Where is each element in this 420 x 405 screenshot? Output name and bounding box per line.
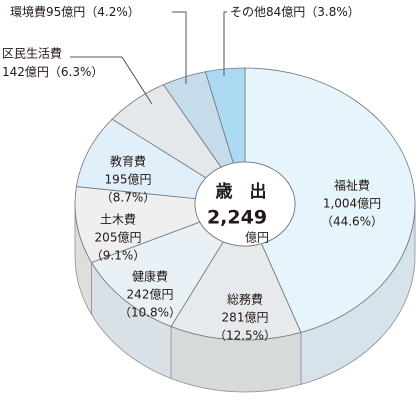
label-line: 242億円	[127, 288, 174, 302]
center-title: 歳 出	[216, 181, 267, 202]
leader-line	[172, 11, 187, 84]
label-part: 84億円	[266, 5, 305, 19]
label-part: （6.3%）	[49, 65, 104, 79]
label-line: （44.6%）	[321, 215, 383, 229]
leader-line	[70, 56, 153, 105]
slice-label: 区民生活費 142億円（6.3%）	[2, 46, 103, 79]
slice-label: 福祉費 1,004億円 （44.6%）	[321, 178, 383, 229]
label-part: （4.2%）	[85, 5, 140, 19]
label-line: （12.5%）	[214, 329, 276, 343]
label-line: 教育費	[110, 154, 146, 169]
slice-label: 環境費95億円（4.2%）	[10, 4, 140, 19]
label-line: 195億円	[105, 173, 152, 187]
label-part: 95億円	[46, 5, 85, 19]
slice-label: 総務費 281億円 （12.5%）	[214, 292, 276, 343]
label-text: 環境費95億円（4.2%）	[10, 4, 140, 19]
label-line: 1,004億円	[323, 197, 381, 211]
slice-label: その他84億円（3.8%）	[230, 5, 360, 19]
label-line: 205億円	[95, 231, 142, 245]
label-name: 区民生活費	[2, 46, 62, 61]
label-part: （3.8%）	[305, 5, 360, 19]
label-part: 環境費	[10, 4, 46, 19]
slice-label: 土木費 205億円 （9.1%）	[91, 212, 146, 263]
label-line: 総務費	[227, 292, 263, 307]
center-unit: 億円	[245, 231, 269, 245]
center-hole	[194, 161, 296, 247]
label-line: （9.1%）	[91, 249, 146, 263]
leader-line	[223, 11, 227, 76]
label-part: その他	[230, 5, 266, 19]
label-line: （10.8%）	[119, 306, 181, 320]
label-line: 健康費	[132, 269, 168, 284]
label-value: 142億円（6.3%）	[2, 65, 103, 79]
slice-label: 健康費 242億円 （10.8%）	[119, 269, 181, 320]
label-line: （8.7%）	[101, 191, 156, 205]
label-line: 福祉費	[334, 178, 370, 193]
label-text: その他84億円（3.8%）	[230, 5, 360, 19]
label-part: 142億円	[2, 65, 49, 79]
slice-label: 教育費 195億円 （8.7%）	[101, 154, 156, 205]
label-line: 土木費	[100, 212, 136, 227]
center-total: 2,249	[207, 207, 267, 229]
label-line: 281億円	[222, 311, 269, 325]
